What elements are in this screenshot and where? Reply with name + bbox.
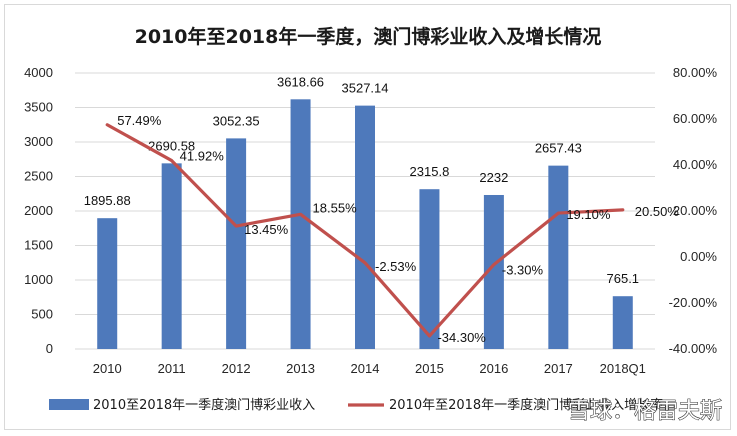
bar-data-label: 2690.58 [148, 138, 195, 153]
bar-data-label: 2232 [479, 170, 508, 185]
bar [419, 189, 440, 349]
legend: 2010至2018年一季度澳门博彩业收入 2010年至2018年一季度澳门博彩业收… [49, 397, 663, 413]
legend-bar-label: 2010至2018年一季度澳门博彩业收入 [93, 397, 315, 413]
bar [97, 218, 118, 349]
bar [483, 194, 504, 349]
line-data-label: -34.30% [437, 330, 486, 345]
left-axis-ticks: 0 500 1000 1500 2000 2500 3000 3500 4000 [24, 65, 53, 356]
bar-data-label: 3052.35 [213, 113, 260, 128]
bar [355, 105, 375, 349]
legend-line-label: 2010年至2018年一季度澳门博彩业收入增长率 [389, 397, 663, 413]
line-data-labels: 57.49% 41.92% 13.45% 18.55% -2.53% -34.30% -3.… [117, 113, 679, 345]
left-axis-tick-label: 500 [31, 307, 53, 322]
left-axis-tick-label: 2000 [24, 203, 53, 218]
right-axis-tick-label: 0.00% [680, 249, 717, 264]
line-data-label: 13.45% [244, 222, 289, 237]
chart: 2010年至2018年一季度，澳门博彩业收入及增长情况 0 500 1000 1500… [24, 25, 722, 425]
x-axis-tick-label: 2012 [222, 361, 251, 376]
line-data-label: 18.55% [313, 200, 358, 215]
bar-data-label: 3527.14 [342, 81, 389, 96]
line-data-label: 19.10% [566, 207, 611, 222]
left-axis-tick-label: 1500 [24, 238, 53, 253]
left-axis-tick-label: 0 [46, 341, 53, 356]
x-axis-tick-label: 2011 [158, 361, 186, 376]
x-axis-ticks: 2010 2011 2012 2013 2014 2015 2016 2017 2018Q1 [93, 361, 646, 376]
line-series [105, 123, 625, 338]
bar-data-labels: 1895.88 2690.58 3052.35 3618.66 3527.14 2315.… [84, 74, 639, 286]
legend-bar-swatch [49, 399, 89, 410]
right-axis-tick-label: -40.00% [669, 341, 718, 356]
line-data-label: 41.92% [180, 149, 225, 164]
x-axis-tick-label: 2018Q1 [600, 361, 646, 376]
x-axis-tick-label: 2014 [351, 361, 380, 376]
right-axis-tick-label: 60.00% [673, 111, 718, 126]
x-axis-tick-label: 2010 [93, 361, 122, 376]
bar-data-label: 1895.88 [84, 193, 131, 208]
left-axis-tick-label: 3500 [24, 100, 53, 115]
chart-title: 2010年至2018年一季度，澳门博彩业收入及增长情况 [135, 25, 602, 48]
line-data-label: -2.53% [375, 259, 417, 274]
line-data-label: 20.50% [635, 204, 680, 219]
bar [226, 138, 247, 349]
left-axis-tick-label: 2500 [24, 169, 53, 184]
bar-data-label: 3618.66 [277, 74, 324, 89]
right-axis-tick-label: 20.00% [673, 203, 718, 218]
growth-rate-line [105, 123, 625, 338]
right-axis-tick-label: 80.00% [673, 65, 718, 80]
x-axis-tick-label: 2016 [479, 361, 508, 376]
watermark-text: 雪球：格雷夫斯 [568, 399, 722, 424]
bar [612, 296, 633, 349]
line-data-label: -3.30% [502, 263, 544, 278]
left-axis-tick-label: 1000 [24, 272, 53, 287]
bar-data-label: 2315.8 [410, 164, 450, 179]
bar-series [97, 99, 633, 349]
left-axis-tick-label: 3000 [24, 134, 53, 149]
chart-frame: 2010年至2018年一季度，澳门博彩业收入及增长情况 0 500 1000 1500… [4, 4, 731, 430]
bar-data-label: 765.1 [607, 271, 640, 286]
right-axis-tick-label: 40.00% [673, 157, 718, 172]
line-data-label: 57.49% [117, 113, 162, 128]
bar-data-label: 2657.43 [535, 141, 582, 156]
right-axis-tick-label: -20.00% [669, 295, 718, 310]
bar [290, 99, 311, 349]
right-axis-ticks: -40.00% -20.00% 0.00% 20.00% 40.00% 60.00% 80.… [669, 65, 718, 356]
x-axis-tick-label: 2013 [286, 361, 315, 376]
left-axis-tick-label: 4000 [24, 65, 53, 80]
bar [548, 165, 569, 349]
bar [161, 163, 182, 349]
x-axis-tick-label: 2015 [415, 361, 444, 376]
x-axis-tick-label: 2017 [544, 361, 573, 376]
